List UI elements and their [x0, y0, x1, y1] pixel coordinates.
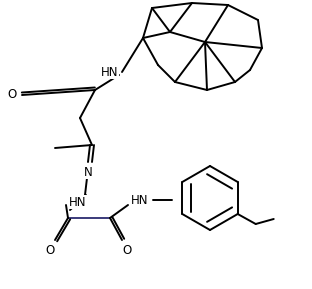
Text: O: O — [122, 244, 132, 257]
Text: HN: HN — [131, 194, 149, 207]
Text: N: N — [84, 166, 92, 179]
Text: O: O — [45, 244, 55, 257]
Text: HN: HN — [101, 66, 119, 79]
Text: O: O — [7, 88, 17, 101]
Text: HN: HN — [69, 195, 87, 208]
